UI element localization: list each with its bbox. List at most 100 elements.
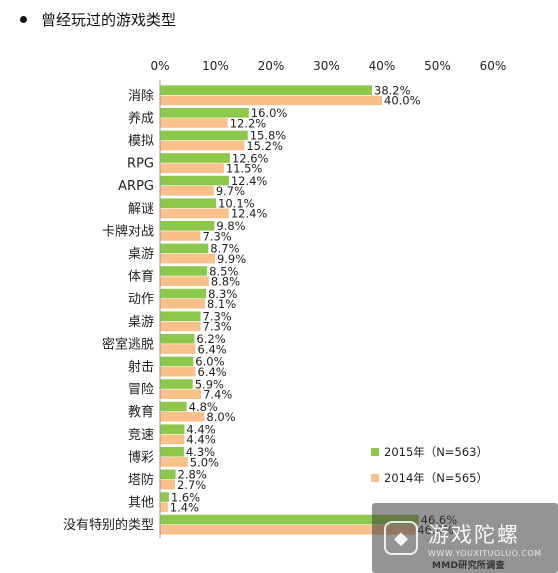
x-tick-label: 20%	[258, 59, 285, 73]
value-label: 12.6%	[232, 151, 269, 165]
bar-2014	[160, 479, 175, 490]
value-label: 11.5%	[226, 162, 263, 176]
bar-2015	[160, 401, 187, 412]
x-tick-label: 30%	[313, 59, 340, 73]
value-label: 7.3%	[203, 229, 232, 243]
value-label: 2.7%	[177, 478, 206, 492]
source-credit: MMD研究所调查	[432, 561, 505, 571]
value-label: 4.3%	[186, 445, 215, 459]
value-label: 2.8%	[178, 468, 207, 482]
value-label: 7.3%	[203, 320, 232, 334]
bar-2014	[160, 186, 214, 196]
bar-2014	[160, 525, 416, 535]
category-label: RPG	[127, 157, 154, 172]
value-label: 10.1%	[218, 197, 255, 211]
bar-2014	[160, 344, 196, 354]
bar-2015	[160, 492, 169, 502]
bar-2014	[160, 321, 201, 332]
bar-2015	[160, 130, 248, 141]
value-label: 5.0%	[190, 455, 219, 469]
category-label: 养成	[128, 110, 154, 126]
value-label: 40.0%	[384, 94, 421, 108]
bar-2015	[160, 379, 193, 389]
value-label: 15.2%	[246, 139, 283, 153]
value-label: 6.4%	[198, 365, 227, 379]
value-label: 7.3%	[203, 310, 232, 324]
value-label: 4.4%	[186, 423, 215, 437]
watermark: ◆ 游戏陀螺 WWW.YOUXITUOLUO.COM	[372, 503, 558, 573]
value-label: 12.4%	[231, 207, 268, 221]
bar-2015	[160, 175, 229, 186]
category-label: 消除	[128, 89, 154, 104]
value-label: 1.4%	[170, 501, 199, 515]
bar-2015	[160, 266, 208, 276]
chart-heading: 曾经玩过的游戏类型	[20, 8, 176, 30]
category-label: 塔防	[128, 472, 154, 488]
legend-swatch-2015	[371, 448, 379, 456]
category-label: 竞速	[128, 427, 154, 443]
bar-2014	[160, 457, 188, 467]
bar-2014	[160, 118, 228, 128]
bar-2015	[160, 288, 207, 299]
bar-2014	[160, 299, 205, 309]
bullet-dot-icon	[20, 15, 27, 23]
value-label: 8.0%	[206, 410, 235, 424]
value-label: 12.2%	[230, 116, 267, 130]
value-label: 6.2%	[196, 332, 225, 346]
chart-title: 曾经玩过的游戏类型	[41, 10, 177, 29]
category-label: 卡牌对战	[102, 223, 154, 239]
bar-2014	[160, 163, 224, 173]
value-label: 4.8%	[189, 400, 218, 414]
category-label: 射击	[128, 359, 154, 375]
value-label: 8.1%	[207, 297, 236, 311]
category-label: 密室逃脱	[102, 336, 154, 352]
bar-2015	[160, 85, 373, 95]
bar-2014	[160, 208, 229, 219]
bar-2015	[160, 424, 185, 434]
value-label: 7.4%	[203, 388, 232, 402]
x-tick-label: 50%	[424, 59, 451, 73]
category-label: 冒险	[128, 383, 154, 398]
x-tick-label: 40%	[369, 59, 396, 73]
legend-swatch-2014	[371, 474, 379, 482]
value-label: 9.8%	[216, 219, 245, 233]
value-label: 6.0%	[195, 355, 224, 369]
bar-2015	[160, 108, 249, 118]
category-label: ARPG	[118, 179, 154, 194]
bar-2015	[160, 198, 217, 208]
bar-2014	[160, 412, 205, 422]
bar-2015	[160, 243, 209, 254]
category-label: 体育	[128, 269, 154, 285]
value-label: 1.6%	[171, 490, 200, 504]
category-label: 解谜	[128, 202, 154, 217]
bar-2014	[160, 502, 168, 512]
bar-2015	[160, 469, 176, 480]
value-label: 8.7%	[210, 242, 239, 256]
bar-2014	[160, 140, 245, 151]
bar-2014	[160, 389, 202, 399]
watermark-url: WWW.YOUXITUOLUO.COM	[428, 548, 542, 558]
category-label: 教育	[128, 404, 154, 420]
bar-2015	[160, 221, 215, 231]
value-label: 38.2%	[374, 84, 411, 98]
x-tick-label: 0%	[150, 59, 169, 73]
watermark-gyroscope-icon: ◆	[384, 521, 418, 555]
value-label: 9.9%	[217, 252, 246, 266]
bar-2015	[160, 311, 201, 321]
x-tick-label: 60%	[480, 59, 507, 73]
bar-2014	[160, 253, 215, 264]
bar-2015	[160, 447, 184, 457]
bar-2015	[160, 514, 419, 525]
bar-2014	[160, 366, 196, 377]
category-label: 模拟	[128, 134, 154, 149]
value-label: 12.4%	[231, 174, 268, 188]
bar-2015	[160, 153, 230, 163]
bar-2014	[160, 276, 209, 286]
category-label: 没有特别的类型	[63, 517, 154, 533]
value-label: 5.9%	[195, 377, 224, 391]
category-label: 动作	[128, 292, 154, 307]
x-tick-label: 10%	[202, 59, 229, 73]
category-label: 桌游	[128, 315, 154, 330]
bar-2014	[160, 231, 201, 241]
